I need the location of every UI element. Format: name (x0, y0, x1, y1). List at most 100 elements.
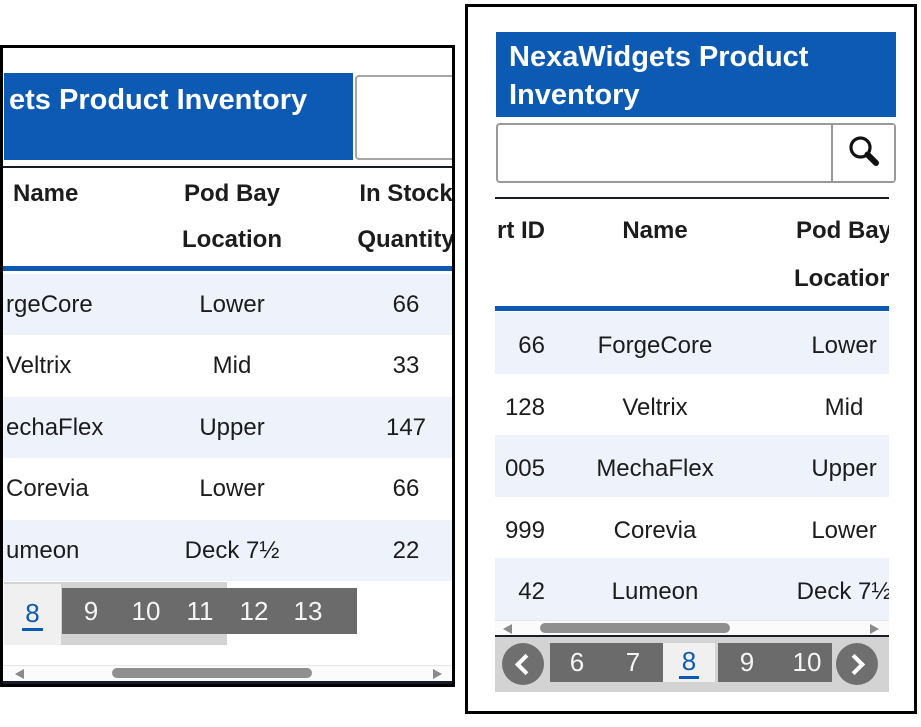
pagination-pages: 9 10 (718, 643, 832, 682)
table-row: Corevia Lower 66 (3, 473, 452, 505)
pagination-pages: 6 7 (550, 643, 663, 682)
cell-part-id: 128 (504, 394, 545, 421)
table-row: 128 Veltrix Mid (495, 392, 889, 424)
cell-name: Corevia (6, 475, 89, 502)
cell-location: Upper (811, 455, 877, 482)
column-header-location: Location (794, 265, 889, 292)
row-stripe (3, 274, 452, 335)
column-header-name: Name (622, 217, 688, 244)
cell-name: echaFlex (6, 414, 104, 441)
cell-part-id: 005 (504, 455, 545, 482)
table-row: 999 Corevia Lower (495, 515, 889, 547)
cell-quantity: 33 (392, 352, 420, 379)
search-button[interactable] (833, 125, 894, 181)
table-row: rgeCore Lower 66 (3, 289, 452, 321)
cell-location: Lower (199, 291, 265, 318)
pagination-page[interactable]: 7 (625, 647, 641, 677)
cell-location: Deck 7½ (796, 578, 889, 605)
cell-name: umeon (6, 537, 80, 564)
scroll-left-icon[interactable] (15, 669, 24, 679)
table-row: umeon Deck 7½ 22 (3, 535, 452, 567)
cell-location: Mid (824, 394, 864, 421)
current-page-number: 8 (22, 598, 43, 631)
table-bottom-border (495, 635, 889, 637)
search-input[interactable] (355, 75, 452, 160)
row-stripe (495, 435, 889, 497)
table-scroll-area[interactable]: rt ID Name Pod Bay Location 66 ForgeCore… (495, 197, 889, 626)
cell-part-id: 42 (518, 578, 545, 605)
column-header-location: Pod Bay (795, 217, 889, 244)
current-page-number: 8 (678, 646, 700, 679)
search-input[interactable] (498, 125, 828, 181)
pagination-current-page[interactable]: 8 (4, 584, 61, 645)
cell-location: Lower (811, 332, 877, 359)
table-row: 42 Lumeon Deck 7½ (495, 576, 889, 608)
cell-name: Veltrix (6, 352, 72, 379)
column-header-location: Location (182, 226, 282, 253)
chevron-right-icon (843, 653, 866, 675)
column-header-location: Pod Bay (183, 180, 281, 207)
table-row: Veltrix Mid 33 (3, 350, 452, 382)
row-stripe (3, 397, 452, 458)
cell-name: Lumeon (611, 578, 699, 605)
left-window: ets Product Inventory Name Pod Bay Locat… (0, 45, 455, 687)
cell-location: Mid (212, 352, 252, 379)
pagination-page[interactable]: 10 (131, 596, 161, 626)
scroll-right-icon[interactable] (870, 624, 879, 634)
cell-name: MechaFlex (596, 455, 714, 482)
pagination-pages: 9 10 11 12 13 (62, 588, 357, 634)
scroll-left-icon[interactable] (503, 624, 512, 634)
header-underline (3, 266, 452, 271)
pagination-page[interactable]: 10 (792, 647, 822, 677)
cell-part-id: 66 (518, 332, 545, 359)
cell-name: rgeCore (6, 291, 93, 318)
app-title: NexaWidgets Product Inventory (509, 41, 809, 111)
app-title-bar: NexaWidgets Product Inventory (496, 32, 896, 117)
cell-quantity: 147 (385, 414, 427, 441)
cell-part-id: 999 (504, 517, 545, 544)
cell-location: Deck 7½ (184, 537, 280, 564)
search-box (496, 123, 896, 183)
cell-quantity: 22 (392, 537, 420, 564)
row-stripe (495, 558, 889, 620)
chevron-left-icon (514, 653, 537, 675)
column-header-stock: In Stock (359, 180, 453, 207)
next-page-button[interactable] (836, 643, 878, 685)
cell-location: Lower (811, 517, 877, 544)
header-underline (495, 306, 889, 311)
pagination-page[interactable]: 9 (739, 647, 755, 677)
pagination-page[interactable]: 9 (83, 596, 99, 626)
cell-name: Corevia (613, 517, 697, 544)
cell-quantity: 66 (392, 291, 420, 318)
column-header-name: Name (13, 180, 79, 207)
table-row: 66 ForgeCore Lower (495, 330, 889, 362)
cell-name: Veltrix (622, 394, 688, 421)
pagination-page[interactable]: 6 (569, 647, 585, 677)
cell-location: Upper (199, 414, 265, 441)
pagination-page[interactable]: 13 (293, 596, 323, 626)
pagination-page[interactable]: 12 (239, 596, 269, 626)
app-title: ets Product Inventory (9, 84, 308, 116)
row-stripe (495, 312, 889, 374)
app-title-bar: ets Product Inventory (4, 73, 353, 160)
cell-name: ForgeCore (597, 332, 713, 359)
pagination-current-page[interactable]: 8 (663, 643, 715, 682)
scroll-right-icon[interactable] (433, 669, 442, 679)
right-window: NexaWidgets Product Inventory rt ID Name… (465, 4, 917, 714)
horizontal-scrollbar-thumb[interactable] (540, 623, 730, 633)
bottom-border (3, 681, 452, 684)
pagination-page[interactable]: 11 (186, 596, 214, 626)
table-row: echaFlex Upper 147 (3, 412, 452, 444)
table-top-border (3, 166, 452, 168)
horizontal-scrollbar-thumb[interactable] (112, 668, 312, 678)
table-row: 005 MechaFlex Upper (495, 453, 889, 485)
column-header-stock: Quantity (357, 226, 455, 253)
row-stripe (3, 520, 452, 581)
previous-page-button[interactable] (502, 643, 544, 685)
cell-quantity: 66 (392, 475, 420, 502)
search-icon (845, 133, 883, 174)
cell-location: Lower (199, 475, 265, 502)
search-divider (831, 125, 833, 181)
column-header-part-id: rt ID (497, 217, 545, 244)
